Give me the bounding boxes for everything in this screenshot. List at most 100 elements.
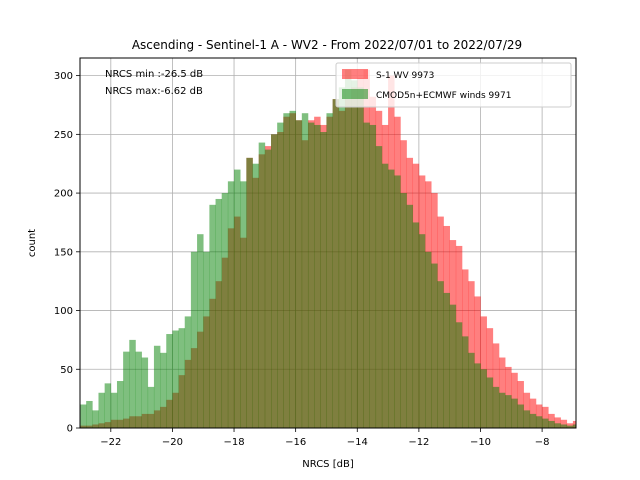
bar-series-1 [92, 410, 99, 428]
bar-series-1 [153, 345, 161, 428]
chart-title: Ascending - Sentinel-1 A - WV2 - From 20… [132, 38, 522, 52]
bar-series-1 [332, 99, 340, 428]
bar-series-1 [252, 163, 259, 428]
bar-series-0 [542, 406, 549, 428]
bar-series-0 [554, 417, 561, 428]
legend-label-cmod5n: CMOD5n+ECMWF winds 9971 [376, 91, 511, 101]
bar-series-1 [110, 392, 118, 428]
bar-series-1 [135, 351, 142, 428]
bar-series-1 [283, 113, 290, 428]
bar-series-1 [560, 424, 568, 428]
bar-series-1 [431, 263, 438, 428]
bar-series-1 [246, 157, 253, 429]
bar-series-1 [548, 420, 555, 428]
bar-series-1 [511, 398, 518, 428]
bar-series-1 [443, 292, 450, 428]
nrcs-max-annotation: NRCS max:-6.62 dB [105, 86, 203, 97]
bar-series-1 [554, 423, 561, 428]
bar-series-1 [264, 149, 272, 428]
legend: S-1 WV 9973 CMOD5n+ECMWF winds 9971 [335, 62, 572, 108]
bar-series-1 [406, 204, 414, 428]
y-axis-ticks: 0 50 100 150 200 250 300 [54, 71, 80, 435]
bar-series-1 [104, 383, 112, 428]
bar-series-1 [344, 69, 352, 428]
bar-series-1 [486, 377, 494, 428]
legend-swatch-cmod5n [342, 89, 368, 99]
bar-series-1 [437, 281, 444, 428]
x-tick-label: −20 [162, 437, 183, 448]
bar-series-1 [271, 134, 278, 428]
bar-series-1 [289, 110, 296, 428]
bar-series-1 [449, 304, 457, 428]
bar-series-1 [160, 352, 167, 428]
y-tick-label: 50 [60, 365, 73, 376]
bar-series-1 [215, 198, 223, 428]
bar-series-1 [326, 113, 333, 428]
bar-series-1 [474, 363, 481, 428]
bar-series-1 [572, 424, 577, 428]
bar-series-1 [166, 334, 173, 428]
y-tick-label: 250 [54, 130, 73, 141]
x-axis-label: NRCS [dB] [302, 459, 354, 470]
bar-series-1 [412, 222, 420, 428]
x-tick-label: −18 [223, 437, 244, 448]
bar-series-1 [320, 132, 327, 428]
bar-series-1 [227, 181, 235, 428]
bar-series-1 [498, 392, 506, 428]
bar-series-1 [517, 404, 524, 428]
bar-series-1 [388, 169, 395, 429]
bar-series-1 [277, 122, 284, 428]
plot-frame [79, 57, 577, 429]
bar-series-1 [258, 142, 266, 429]
bar-series-1 [418, 234, 426, 428]
x-tick-label: −14 [347, 437, 368, 448]
bar-series-1 [535, 416, 543, 428]
bar-series-0 [560, 419, 568, 428]
bar-series-1 [338, 87, 346, 428]
bar-series-1 [400, 193, 407, 428]
x-axis-ticks: −22 −20 −18 −16 −14 −12 −10 −8 [100, 428, 549, 448]
bar-series-1 [116, 381, 124, 428]
bar-series-1 [307, 122, 315, 428]
bar-series-1 [80, 404, 87, 428]
bar-series-1 [529, 413, 537, 428]
bar-series-1 [375, 146, 383, 428]
bar-series-1 [468, 352, 475, 428]
bar-series-1 [234, 169, 241, 429]
x-tick-label: −10 [470, 437, 491, 448]
bar-series-1 [425, 251, 432, 428]
bar-series-1 [123, 351, 130, 428]
bar-series-1 [523, 410, 531, 428]
bar-series-1 [221, 193, 229, 428]
bar-series-0 [474, 296, 481, 428]
bar-series-1 [314, 124, 321, 428]
bar-series-1 [357, 87, 364, 428]
bar-series-1 [351, 80, 358, 429]
bar-series-1 [455, 322, 463, 428]
bar-series-0 [529, 398, 537, 428]
bar-series-1 [203, 251, 210, 428]
bar-series-1 [295, 120, 303, 428]
series-1-bars [80, 69, 577, 429]
legend-swatch-s1 [342, 69, 368, 79]
x-tick-label: −8 [535, 437, 550, 448]
y-tick-label: 200 [54, 189, 73, 200]
bar-series-1 [147, 386, 155, 428]
bar-series-1 [394, 175, 401, 428]
bar-series-1 [301, 113, 309, 428]
y-tick-label: 0 [67, 424, 73, 435]
legend-label-s1: S-1 WV 9973 [376, 71, 434, 81]
bar-series-1 [480, 369, 487, 428]
bar-series-1 [505, 395, 512, 428]
histogram-bars [80, 69, 577, 429]
y-tick-label: 150 [54, 247, 73, 258]
bar-series-1 [98, 392, 105, 428]
x-tick-label: −22 [100, 437, 121, 448]
y-tick-label: 100 [54, 306, 73, 317]
bar-series-1 [190, 251, 198, 428]
bar-series-1 [178, 328, 186, 428]
x-tick-label: −16 [285, 437, 306, 448]
bar-series-1 [240, 181, 247, 428]
bar-series-1 [492, 386, 500, 428]
